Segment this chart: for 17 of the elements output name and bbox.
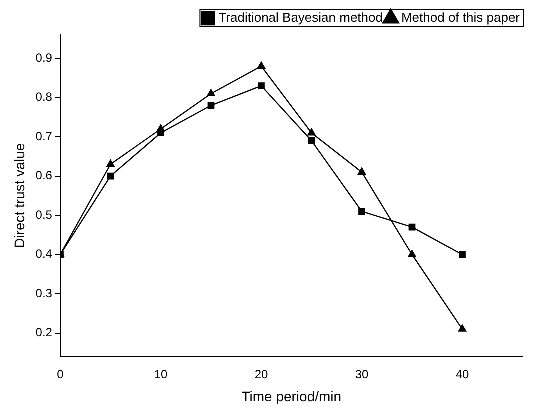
y-tick-label: 0.9: [36, 50, 53, 65]
x-tick-label: 0: [57, 367, 64, 382]
legend-label: Method of this paper: [401, 10, 521, 26]
x-tick-label: 20: [254, 367, 268, 382]
y-tick-label: 0.4: [36, 247, 53, 262]
y-tick-label: 0.8: [36, 90, 53, 104]
y-tick-label: 0.5: [36, 208, 53, 222]
x-axis-title: Time period/min: [242, 388, 342, 404]
y-tick-label: 0.2: [36, 326, 53, 340]
x-tick-label: 10: [154, 367, 168, 382]
y-axis-title: Direct trust value: [11, 143, 28, 248]
x-tick-label: 40: [456, 367, 470, 382]
x-tick-label: 30: [355, 367, 369, 382]
legend-label: Traditional Bayesian method: [218, 10, 383, 26]
y-tick-label: 0.3: [36, 286, 53, 300]
y-tick-label: 0.7: [36, 129, 53, 144]
y-tick-label: 0.6: [36, 168, 53, 183]
